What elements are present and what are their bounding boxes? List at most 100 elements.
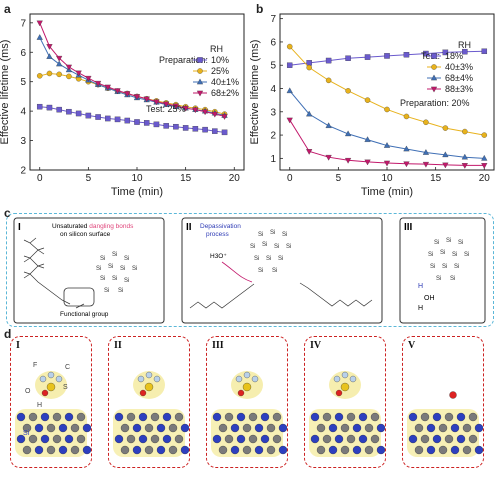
lattice-atom <box>34 423 44 433</box>
lattice-atom <box>70 423 80 433</box>
box-III-label: III <box>404 222 413 233</box>
x-tick-label: 15 <box>430 173 442 184</box>
svg-text:Si: Si <box>274 244 279 250</box>
data-point <box>172 103 180 110</box>
lattice-atom <box>408 412 418 422</box>
legend-heading: Preparation: <box>159 55 208 65</box>
data-point <box>403 145 410 152</box>
oxygen-atom <box>139 389 147 397</box>
data-point <box>143 96 150 103</box>
lattice-atom <box>126 434 136 444</box>
lattice-atom <box>58 423 68 433</box>
svg-text:Si: Si <box>100 276 105 282</box>
lattice-atom <box>376 423 385 433</box>
data-point <box>201 109 209 116</box>
silicon-slab-render <box>309 371 385 457</box>
svg-text:Si: Si <box>434 240 439 246</box>
fluorine-atom <box>333 375 341 383</box>
data-point <box>481 132 488 138</box>
svg-text:Si: Si <box>442 264 447 270</box>
data-point <box>364 97 371 103</box>
svg-text:Si: Si <box>464 252 469 258</box>
data-point <box>36 20 43 27</box>
fluorine-atom <box>47 371 55 379</box>
svg-text:Si: Si <box>132 266 137 272</box>
data-point <box>461 163 468 169</box>
lattice-atom <box>46 445 56 455</box>
lattice-atom <box>358 412 368 422</box>
y-tick-label: 3 <box>20 136 26 147</box>
data-point <box>442 125 449 131</box>
lattice-atom <box>150 434 160 444</box>
lattice-atom <box>328 423 338 433</box>
data-point <box>384 106 390 113</box>
data-point <box>133 94 141 100</box>
data-point <box>114 116 121 123</box>
data-point <box>384 53 390 59</box>
lattice-atom <box>64 434 74 444</box>
atom-label-c: C <box>65 364 70 371</box>
data-point <box>95 114 101 120</box>
data-point <box>423 119 429 126</box>
chart-b: 0 5 10 15 20 1 2 3 4 5 6 7 Time (min) Effective lifet… <box>250 13 495 198</box>
legend-marker <box>197 68 203 74</box>
box-I <box>13 217 165 324</box>
x-tick-label: 20 <box>229 173 241 184</box>
box-III-oh: OH <box>424 295 435 302</box>
lattice-atom <box>40 412 50 422</box>
lattice-atom <box>248 434 258 444</box>
fluorine-atom <box>341 371 349 379</box>
lattice-atom <box>426 423 436 433</box>
lattice-atom <box>144 445 154 455</box>
d-tile-V: V <box>402 336 484 468</box>
fluorine-atom <box>349 375 357 383</box>
panel-c-frame <box>6 213 494 327</box>
x-tick-label: 20 <box>479 173 491 184</box>
legend-entry: 25% <box>211 66 229 76</box>
data-point <box>46 70 53 77</box>
data-point <box>306 64 312 71</box>
lattice-atom <box>364 423 374 433</box>
data-point <box>36 73 43 79</box>
lattice-atom <box>168 445 178 455</box>
lattice-atom <box>358 434 368 444</box>
lattice-atom <box>370 412 380 422</box>
lattice-atom <box>352 445 362 455</box>
data-point <box>403 161 410 168</box>
fluorine-atom <box>153 375 161 383</box>
lattice-atom <box>40 434 50 444</box>
legend-entry: 40±3% <box>445 62 473 72</box>
data-point <box>481 154 488 161</box>
box-II <box>181 217 383 324</box>
data-point <box>442 49 449 56</box>
data-point <box>325 122 332 128</box>
lattice-atom <box>28 434 38 444</box>
legend-marker <box>430 86 438 93</box>
data-point <box>221 129 228 136</box>
lattice-atom <box>254 445 264 455</box>
atom-label-si: Si <box>23 430 30 437</box>
lattice-atom <box>120 423 130 433</box>
reaction-arrow-II <box>221 261 253 283</box>
data-point <box>383 142 391 148</box>
y-tick-label: 3 <box>270 107 276 118</box>
lattice-atom <box>266 423 276 433</box>
data-point <box>192 107 199 114</box>
lattice-atom <box>52 434 62 444</box>
y-tick-label: 1 <box>270 154 276 165</box>
lattice-atom <box>180 445 189 455</box>
y-axis-label: Effective lifetime (ms) <box>250 40 261 145</box>
lattice-atom <box>144 423 154 433</box>
data-point <box>286 62 293 68</box>
data-point <box>325 77 332 84</box>
silicon-cluster-II: Si Si Si Si Si Si Si Si Si Si Si Si <box>250 230 291 274</box>
lattice-atom <box>438 445 448 455</box>
svg-text:Si: Si <box>262 242 267 248</box>
data-point <box>383 160 391 167</box>
data-point <box>36 103 43 110</box>
lattice-atom <box>408 434 418 444</box>
atom-label-f: F <box>33 362 37 369</box>
svg-text:Si: Si <box>124 278 129 284</box>
lattice-atom <box>456 434 466 444</box>
y-tick-label: 4 <box>270 84 276 95</box>
